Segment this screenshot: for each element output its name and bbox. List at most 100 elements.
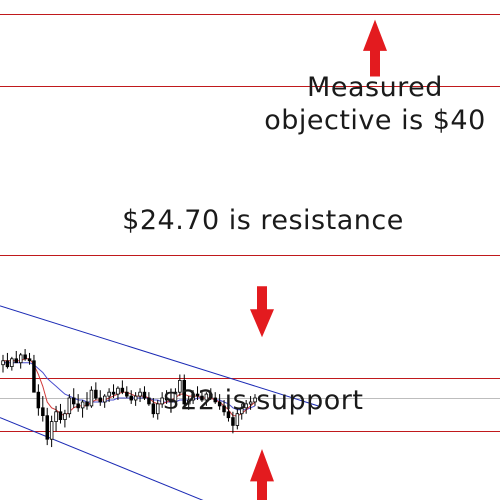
candle-body-16 bbox=[72, 397, 76, 405]
candle-body-13 bbox=[58, 411, 63, 420]
candle-body-56 bbox=[248, 401, 253, 405]
candle-body-15 bbox=[67, 397, 72, 415]
annotation-support: $22 is support bbox=[162, 385, 364, 416]
candle-57 bbox=[253, 394, 257, 406]
candle-body-36 bbox=[160, 397, 164, 405]
candle-body-27 bbox=[120, 387, 125, 393]
channel-lower-line bbox=[0, 417, 204, 500]
candle-45 bbox=[200, 390, 204, 402]
candle-body-28 bbox=[125, 391, 129, 397]
candle-16 bbox=[72, 388, 76, 408]
candle-body-2 bbox=[10, 358, 14, 367]
candle-body-25 bbox=[111, 391, 116, 395]
candle-32 bbox=[142, 386, 147, 400]
candle-54 bbox=[239, 403, 244, 420]
candle-0 bbox=[1, 354, 5, 373]
candle-body-50 bbox=[222, 405, 226, 413]
candle-56 bbox=[248, 396, 253, 410]
candle-22 bbox=[98, 390, 103, 406]
up-arrow-support bbox=[250, 449, 274, 500]
candle-body-39 bbox=[173, 391, 178, 403]
candle-26 bbox=[116, 386, 120, 400]
candle-body-53 bbox=[235, 413, 240, 426]
candle-24 bbox=[107, 388, 111, 402]
candle-20 bbox=[89, 386, 94, 408]
candle-9 bbox=[41, 396, 45, 422]
candle-body-3 bbox=[14, 358, 18, 364]
candle-body-7 bbox=[32, 360, 36, 393]
candle-body-54 bbox=[239, 407, 244, 415]
candle-body-19 bbox=[85, 401, 89, 407]
candle-body-38 bbox=[169, 399, 173, 403]
candle-body-30 bbox=[133, 395, 138, 401]
annotation-resistance: $24.70 is resistance bbox=[122, 205, 404, 236]
candle-48 bbox=[213, 392, 217, 404]
candle-body-40 bbox=[178, 379, 182, 393]
candle-body-55 bbox=[244, 403, 248, 409]
candle-19 bbox=[85, 392, 89, 410]
candle-body-1 bbox=[5, 360, 10, 368]
candle-body-11 bbox=[49, 421, 54, 440]
candle-body-51 bbox=[226, 411, 231, 419]
channel-upper-line bbox=[0, 305, 319, 407]
candle-31 bbox=[138, 388, 142, 402]
candle-body-37 bbox=[164, 397, 169, 401]
candle-39 bbox=[173, 388, 178, 406]
candle-44 bbox=[195, 386, 200, 400]
candle-body-6 bbox=[27, 358, 32, 362]
candle-35 bbox=[155, 400, 160, 420]
candle-5 bbox=[23, 349, 27, 361]
candle-body-31 bbox=[138, 391, 142, 397]
ma-fast-line bbox=[3, 358, 256, 417]
candle-23 bbox=[103, 394, 107, 408]
candle-body-5 bbox=[23, 354, 27, 360]
candle-body-8 bbox=[36, 391, 41, 409]
candle-17 bbox=[76, 394, 80, 412]
candle-2 bbox=[10, 356, 14, 371]
candle-3 bbox=[14, 350, 18, 364]
candle-body-22 bbox=[98, 397, 103, 403]
candle-40 bbox=[178, 374, 182, 397]
candle-11 bbox=[49, 415, 54, 448]
candle-6 bbox=[27, 352, 32, 365]
candle-body-0 bbox=[1, 360, 5, 366]
candle-18 bbox=[80, 400, 85, 418]
candle-51 bbox=[226, 403, 231, 422]
channel-lines bbox=[0, 305, 319, 500]
candle-13 bbox=[58, 403, 63, 424]
candle-body-57 bbox=[253, 397, 257, 403]
candle-55 bbox=[244, 400, 248, 414]
candle-body-23 bbox=[103, 395, 107, 403]
candle-12 bbox=[54, 405, 58, 432]
down-arrow-resistance bbox=[250, 286, 274, 338]
candle-43 bbox=[191, 390, 195, 404]
candle-body-32 bbox=[142, 391, 147, 399]
candle-15 bbox=[67, 394, 72, 418]
candle-28 bbox=[125, 386, 129, 399]
candle-21 bbox=[94, 382, 98, 400]
candle-body-24 bbox=[107, 391, 111, 397]
candle-body-29 bbox=[129, 395, 133, 401]
candle-body-46 bbox=[204, 393, 209, 401]
candle-body-17 bbox=[76, 403, 80, 409]
candle-body-47 bbox=[209, 393, 213, 399]
up-arrow-objective bbox=[363, 19, 387, 77]
candle-body-21 bbox=[94, 389, 98, 399]
candle-body-43 bbox=[191, 393, 195, 401]
candle-1 bbox=[5, 352, 10, 369]
annotation-measured-line1: Measured bbox=[307, 72, 443, 103]
candle-7 bbox=[32, 354, 36, 393]
candle-body-9 bbox=[41, 407, 45, 416]
candle-33 bbox=[147, 392, 151, 406]
candle-30 bbox=[133, 392, 138, 406]
candle-47 bbox=[209, 388, 213, 400]
candle-body-26 bbox=[116, 387, 120, 395]
candle-body-48 bbox=[213, 397, 217, 403]
candle-52 bbox=[231, 411, 235, 434]
candle-50 bbox=[222, 400, 226, 416]
arrows bbox=[250, 19, 387, 500]
candle-53 bbox=[235, 407, 240, 430]
candle-body-44 bbox=[195, 393, 200, 397]
candle-body-4 bbox=[18, 354, 23, 364]
